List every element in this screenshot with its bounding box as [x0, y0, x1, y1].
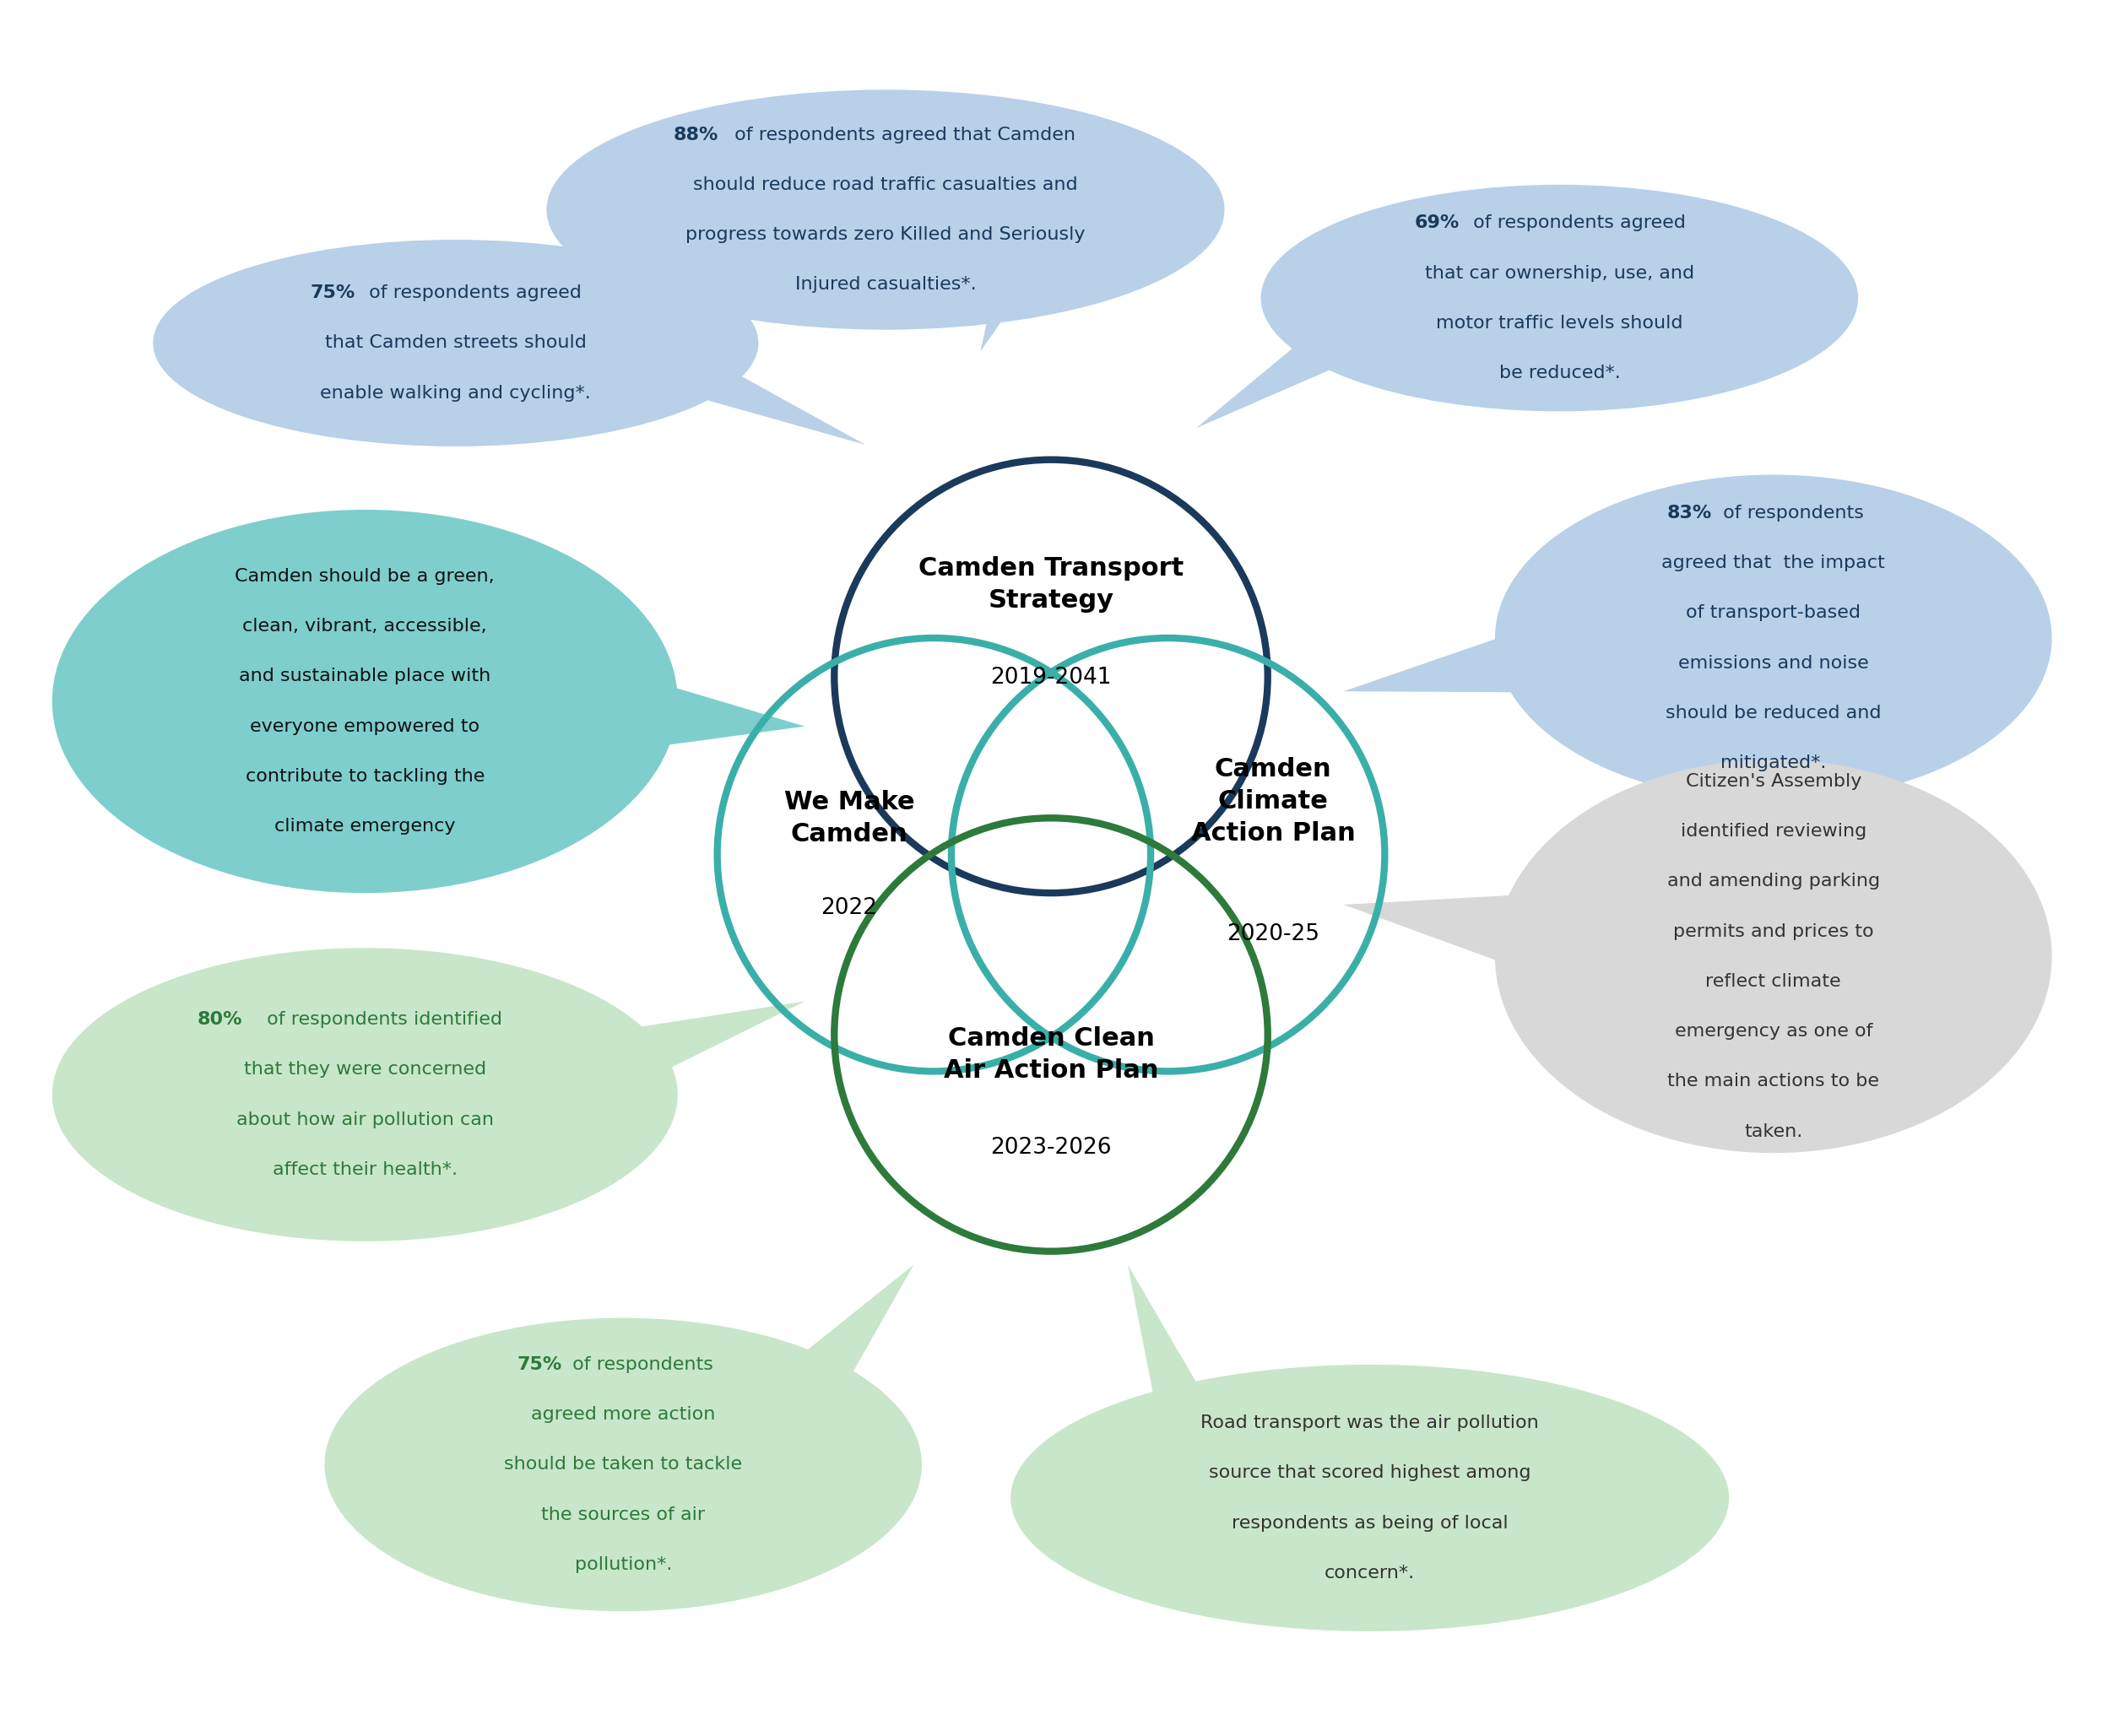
Text: the sources of air: the sources of air	[540, 1507, 704, 1522]
Polygon shape	[1127, 1264, 1213, 1457]
Polygon shape	[572, 1002, 805, 1109]
Text: should be reduced and: should be reduced and	[1665, 705, 1881, 722]
Polygon shape	[776, 1264, 914, 1437]
Text: 2019-2041: 2019-2041	[990, 667, 1112, 689]
Text: of transport-based: of transport-based	[1686, 604, 1860, 621]
Polygon shape	[980, 262, 1043, 351]
Ellipse shape	[1495, 760, 2052, 1153]
Ellipse shape	[1011, 1364, 1730, 1632]
Text: motor traffic levels should: motor traffic levels should	[1436, 314, 1684, 332]
Text: 83%: 83%	[1667, 505, 1713, 521]
Text: about how air pollution can: about how air pollution can	[235, 1111, 494, 1128]
Text: taken.: taken.	[1745, 1123, 1804, 1141]
Text: and amending parking: and amending parking	[1667, 873, 1879, 891]
Text: of respondents agreed that Camden: of respondents agreed that Camden	[729, 127, 1076, 142]
Text: affect their health*.: affect their health*.	[273, 1161, 458, 1179]
Polygon shape	[1343, 891, 1585, 990]
Text: Camden should be a green,: Camden should be a green,	[235, 568, 494, 585]
Text: emissions and noise: emissions and noise	[1677, 654, 1869, 672]
Text: of respondents identified: of respondents identified	[261, 1010, 502, 1028]
Text: 75%: 75%	[517, 1356, 561, 1373]
Text: 2020-25: 2020-25	[1228, 924, 1320, 946]
Text: agreed more action: agreed more action	[532, 1406, 715, 1424]
Text: pollution*.: pollution*.	[574, 1555, 673, 1573]
Text: clean, vibrant, accessible,: clean, vibrant, accessible,	[242, 618, 488, 635]
Text: 2023-2026: 2023-2026	[990, 1137, 1112, 1160]
Text: and sustainable place with: and sustainable place with	[240, 668, 490, 684]
Text: 80%: 80%	[198, 1010, 242, 1028]
Text: emergency as one of: emergency as one of	[1675, 1023, 1873, 1040]
Text: agreed that  the impact: agreed that the impact	[1663, 554, 1885, 571]
Polygon shape	[1196, 299, 1373, 429]
Text: Camden Clean
Air Action Plan: Camden Clean Air Action Plan	[944, 1026, 1158, 1083]
Text: mitigated*.: mitigated*.	[1722, 755, 1827, 771]
Text: Camden
Climate
Action Plan: Camden Climate Action Plan	[1190, 757, 1356, 845]
Ellipse shape	[53, 948, 677, 1241]
Text: should reduce road traffic casualties and: should reduce road traffic casualties an…	[694, 177, 1078, 193]
Text: should be taken to tackle: should be taken to tackle	[504, 1457, 742, 1474]
Polygon shape	[580, 661, 805, 757]
Text: that Camden streets should: that Camden streets should	[326, 335, 586, 351]
Text: respondents as being of local: respondents as being of local	[1232, 1514, 1507, 1531]
Text: Road transport was the air pollution: Road transport was the air pollution	[1200, 1415, 1539, 1432]
Text: We Make
Camden: We Make Camden	[784, 790, 914, 847]
Ellipse shape	[324, 1318, 923, 1611]
Text: concern*.: concern*.	[1324, 1564, 1415, 1581]
Text: Camden Transport
Strategy: Camden Transport Strategy	[919, 556, 1183, 613]
Text: source that scored highest among: source that scored highest among	[1209, 1465, 1530, 1481]
Ellipse shape	[1495, 474, 2052, 802]
Text: identified reviewing: identified reviewing	[1679, 823, 1867, 840]
Text: progress towards zero Killed and Seriously: progress towards zero Killed and Serious…	[685, 226, 1085, 243]
Text: of respondents agreed: of respondents agreed	[364, 285, 582, 302]
Text: 2022: 2022	[822, 898, 877, 918]
Text: be reduced*.: be reduced*.	[1499, 365, 1621, 382]
Text: that car ownership, use, and: that car ownership, use, and	[1425, 264, 1694, 281]
Text: the main actions to be: the main actions to be	[1667, 1073, 1879, 1090]
Text: 88%: 88%	[673, 127, 719, 142]
Text: of respondents: of respondents	[568, 1356, 713, 1373]
Text: everyone empowered to: everyone empowered to	[250, 719, 479, 734]
Text: 69%: 69%	[1415, 215, 1459, 231]
Text: enable walking and cycling*.: enable walking and cycling*.	[320, 385, 591, 401]
Ellipse shape	[1261, 184, 1858, 411]
Text: Injured casualties*.: Injured casualties*.	[795, 276, 975, 293]
Polygon shape	[1343, 611, 1585, 693]
Text: that they were concerned: that they were concerned	[244, 1061, 486, 1078]
Text: permits and prices to: permits and prices to	[1673, 924, 1873, 939]
Ellipse shape	[547, 90, 1225, 330]
Ellipse shape	[53, 510, 677, 892]
Ellipse shape	[153, 240, 759, 446]
Text: of respondents agreed: of respondents agreed	[1467, 215, 1686, 231]
Text: 75%: 75%	[311, 285, 355, 302]
Text: reflect climate: reflect climate	[1705, 972, 1841, 990]
Polygon shape	[656, 335, 866, 444]
Text: of respondents: of respondents	[1717, 505, 1864, 521]
Text: climate emergency: climate emergency	[275, 818, 456, 835]
Text: contribute to tackling the: contribute to tackling the	[246, 767, 486, 785]
Text: Citizen's Assembly: Citizen's Assembly	[1686, 773, 1862, 790]
